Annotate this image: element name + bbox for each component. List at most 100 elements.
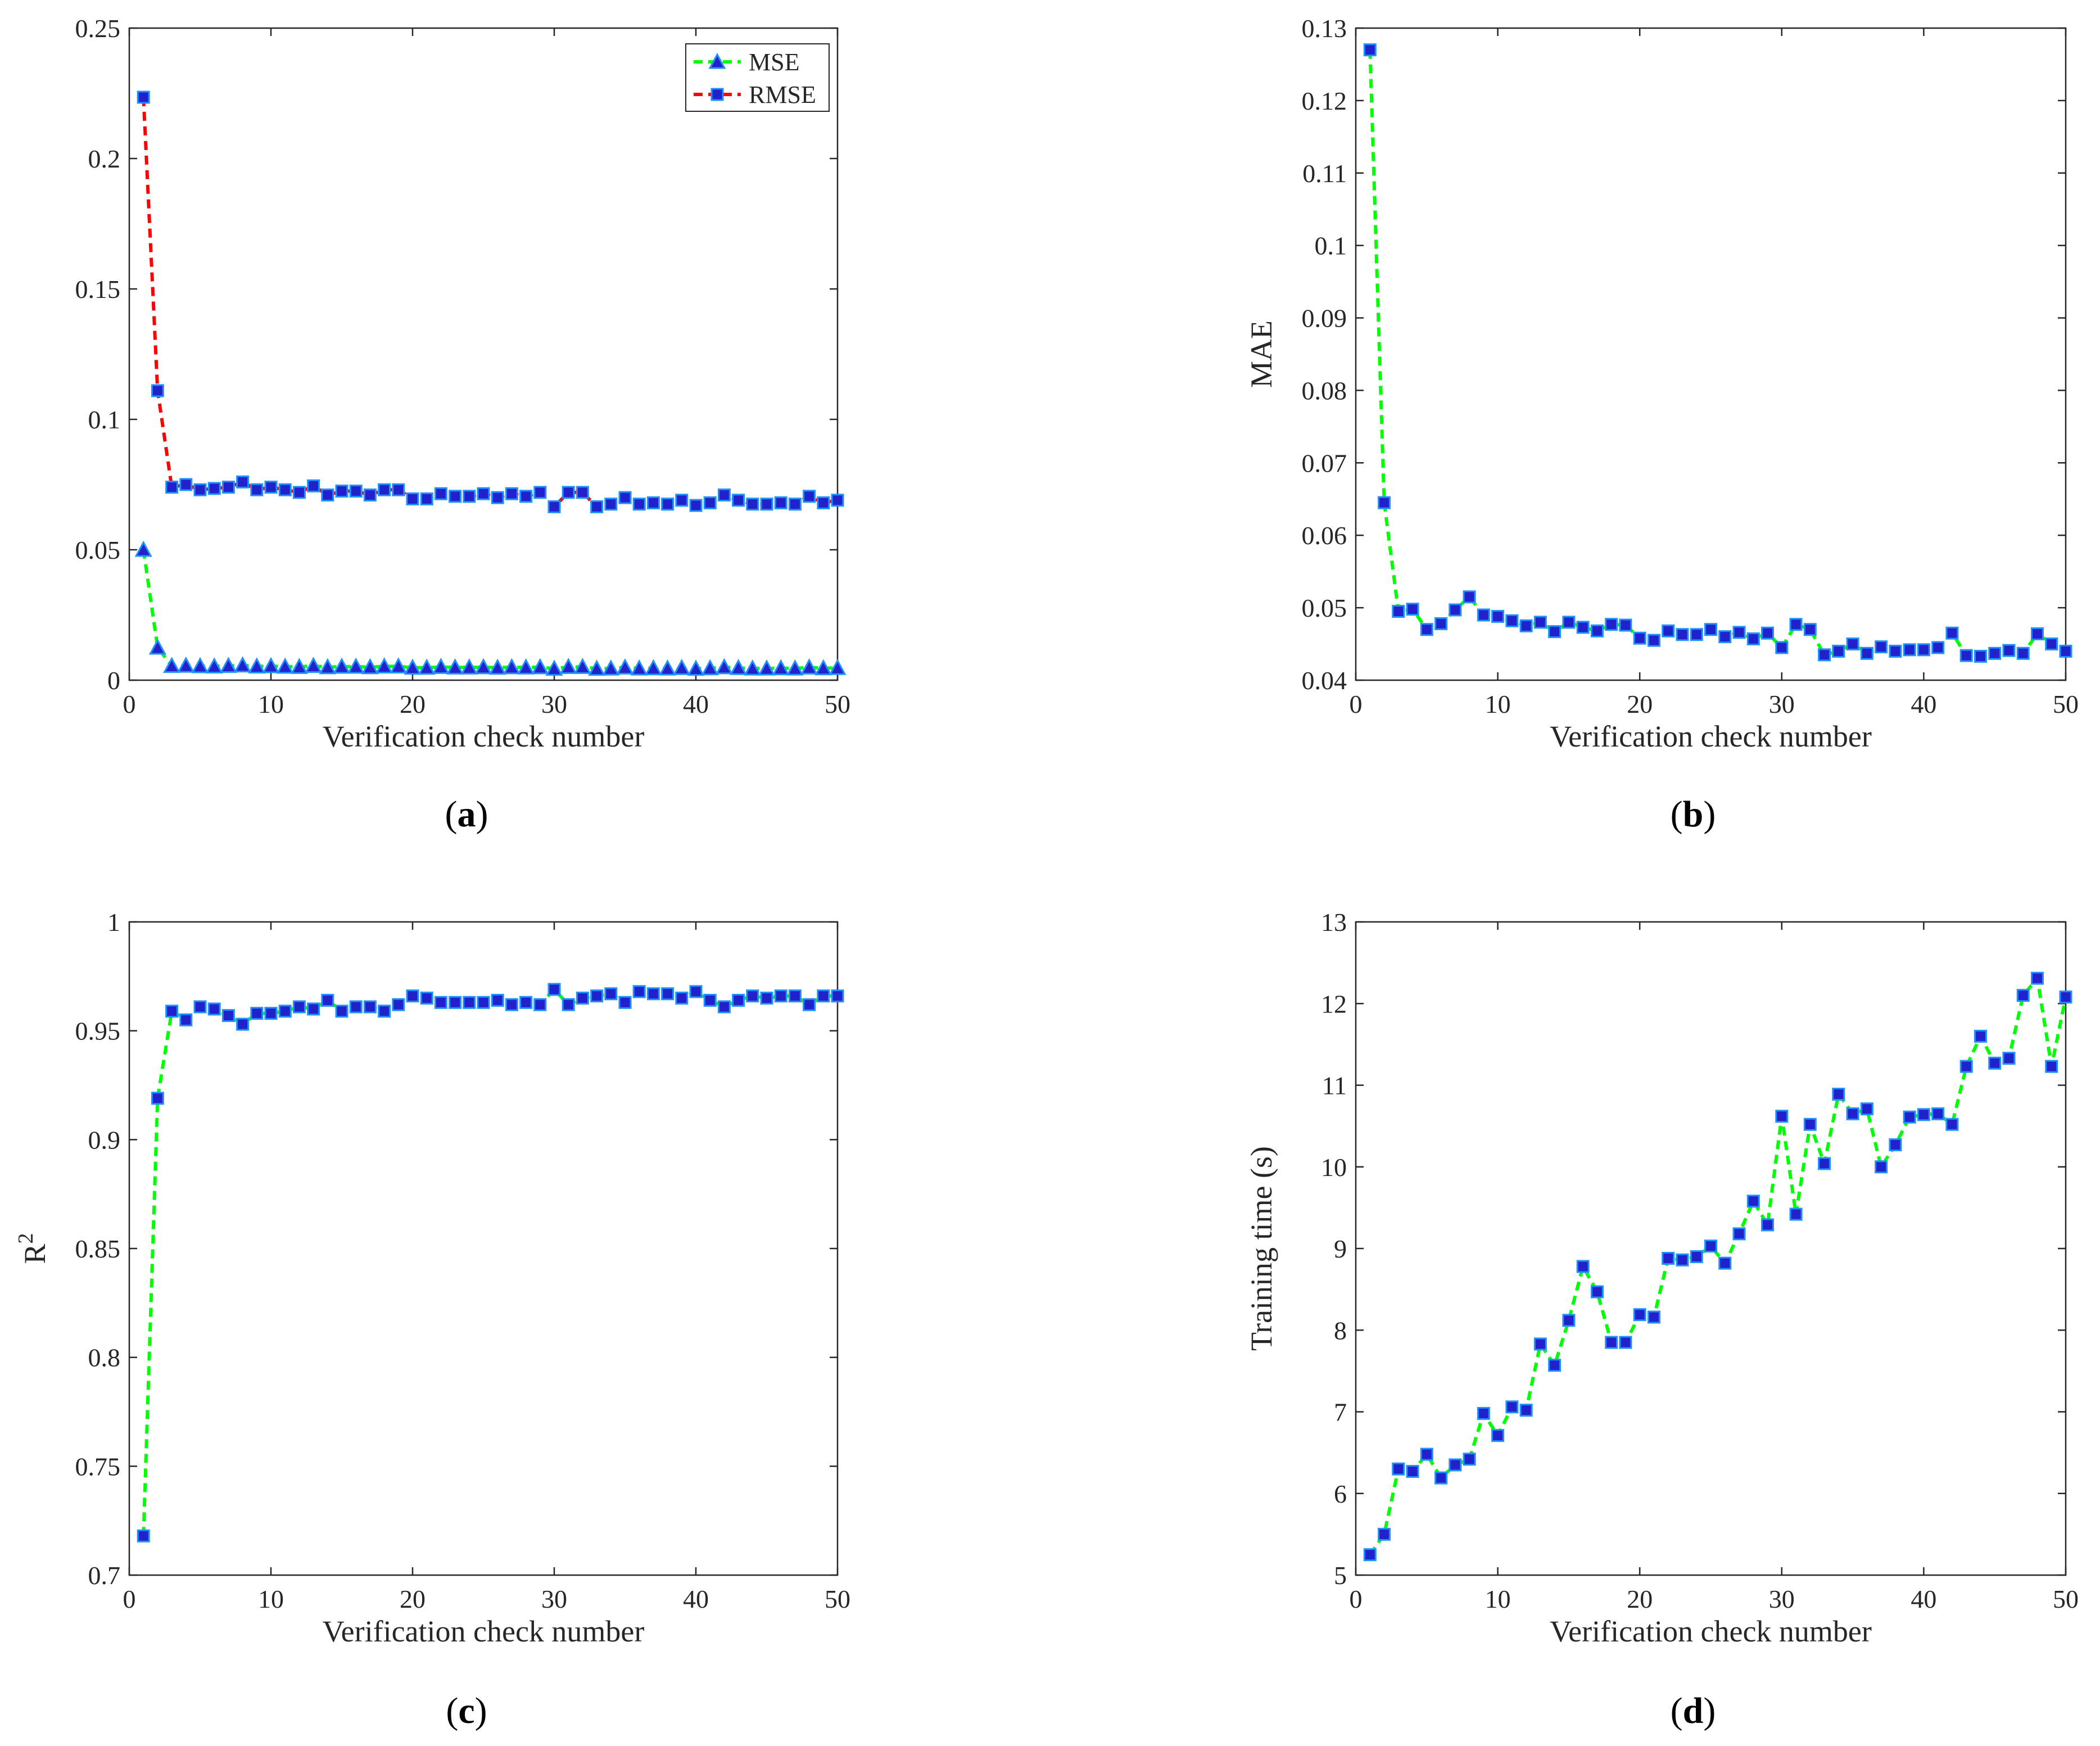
data-point [1619,1336,1632,1349]
data-point [1647,634,1660,647]
data-point [406,989,419,1003]
x-tick-label: 10 [1485,690,1511,718]
data-point [165,481,179,494]
y-tick-label: 9 [1334,1234,1347,1263]
data-point [703,993,717,1007]
y-tick-label: 7 [1334,1398,1347,1427]
data-point [1392,605,1405,618]
chart-caption: (d) [1671,1690,1716,1731]
data-point [1959,1060,1973,1073]
caption-letter: c [458,1690,474,1731]
data-point [191,657,209,673]
data-point [250,1007,264,1020]
data-point [646,496,660,509]
data-point [1434,1471,1448,1485]
data-point [618,491,632,504]
caption-open-paren: ( [1671,794,1683,835]
data-point [817,496,830,509]
data-point [390,657,408,673]
data-point [531,658,549,675]
x-axis-label: Verification check number [323,1614,645,1648]
data-point [1917,1108,1930,1121]
data-point [264,481,278,494]
caption-open-paren: ( [446,1690,458,1731]
chart-a: 0 10 20 30 40 50 0 0.05 0.1 0.15 0.2 0.25 Verificati… [75,14,851,835]
y-tick-label: 0.9 [88,1125,121,1154]
legend-marker [708,52,726,69]
legend: MSE RMSE [685,43,830,112]
data-point [1662,624,1675,637]
data-point [1846,1107,1859,1120]
x-tick-label: 10 [1485,1585,1511,1613]
data-point [1875,640,1888,654]
data-point [588,659,606,676]
y-tick-label: 1 [107,908,120,937]
data-point [446,658,464,675]
data-point [1704,1240,1717,1253]
data-point [659,659,677,676]
data-point [533,998,547,1011]
y-tick-label: 12 [1321,989,1347,1018]
data-point [361,658,379,675]
data-point [788,497,802,511]
data-point [1491,610,1505,623]
data-point [573,658,591,674]
data-point [675,992,689,1005]
y-axis-label: R2 [14,1233,52,1264]
data-point [1974,649,1987,663]
data-point [675,494,689,507]
x-tick-label: 40 [683,690,709,718]
axes-box [1355,27,2067,681]
chart-caption: (a) [445,794,488,835]
data-point [1860,1102,1873,1116]
chart-c: 0 10 20 30 40 50 0.7 0.75 0.8 0.85 0.9 0.95 1 Verific… [14,908,850,1731]
data-point [533,486,547,499]
data-point [137,1529,150,1543]
y-tick-label: 0.7 [88,1561,121,1590]
data-point [1889,644,1902,658]
y-tick-label: 0.15 [75,275,121,304]
data-point [673,659,691,675]
data-point [1690,628,1703,641]
caption-letter: a [458,794,476,835]
data-point [491,993,504,1007]
data-point [559,658,577,674]
x-tick-label: 20 [1627,1585,1653,1613]
y-axis-label-text: R [18,1243,52,1264]
data-point [1846,637,1859,651]
data-point [378,1005,391,1018]
data-point [817,989,830,1003]
data-point [760,992,773,1005]
data-point [474,658,492,675]
data-point [1619,618,1632,632]
data-point [1959,649,1973,662]
x-tick-label: 50 [825,690,850,718]
data-point [760,497,773,511]
series-training-time [1363,971,2072,1562]
y-tick-label: 0.85 [75,1234,121,1263]
data-point [2002,644,2016,657]
y-tick-label: 0 [107,666,120,695]
data-point [717,488,731,502]
x-tick-label: 0 [1350,690,1363,718]
legend-box [685,43,830,112]
data-point [1818,648,1831,662]
data-point [1434,617,1448,630]
x-tick-label: 20 [400,1585,426,1613]
data-point [632,985,646,998]
data-point [814,659,832,676]
data-point [774,989,788,1003]
data-point [1633,631,1646,645]
data-point [732,993,745,1007]
data-point [2030,627,2044,641]
data-point [800,658,818,675]
data-point [1988,646,2002,660]
y-tick-label: 0.8 [88,1344,121,1372]
data-point [788,989,802,1003]
data-point [219,657,237,673]
data-point [420,492,433,506]
series-line [1368,974,2067,1556]
data-point [1974,1029,1987,1043]
data-point [1392,1462,1405,1476]
series-mae [1363,43,2072,663]
